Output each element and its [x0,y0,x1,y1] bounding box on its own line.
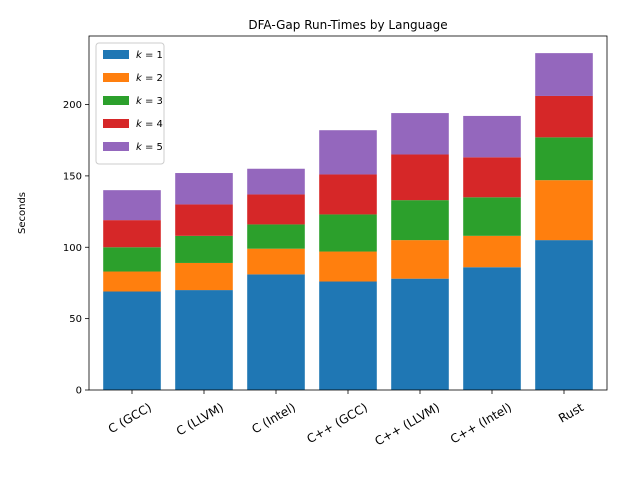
legend-label-k4: k = 4 [136,119,163,130]
x-tick-label: C (GCC) [106,400,154,436]
bar-segment-k1-1 [175,290,233,390]
bar-segment-k1-0 [103,291,161,390]
bar-segment-k4-0 [103,220,161,248]
bar-segment-k3-0 [103,247,161,272]
bars-group [103,53,593,390]
legend-label-k5: k = 5 [136,142,163,153]
y-axis: 0 50 100 150 200 [63,100,89,397]
bar-segment-k4-3 [319,174,377,215]
bar-segment-k2-2 [247,248,305,275]
y-tick-label: 200 [63,100,82,111]
x-tick-label: C++ (Intel) [448,400,514,446]
legend-swatch-k2 [103,73,129,82]
legend: k = 1 k = 2 k = 3 k = 4 k = 5 [95,42,165,165]
bar-segment-k5-0 [103,190,161,221]
bar-segment-k3-4 [391,200,449,241]
x-axis: C (GCC) C (LLVM) C (Intel) C++ (GCC) C++ (LL… [106,390,586,449]
legend-swatch-k1 [103,50,129,59]
bar-segment-k5-5 [463,115,521,158]
y-tick-label: 100 [63,243,82,254]
bar-segment-k5-1 [175,173,233,205]
y-tick-label: 0 [76,386,82,397]
bar-segment-k2-3 [319,251,377,282]
y-tick-label: 150 [63,171,82,182]
bar-segment-k1-4 [391,278,449,390]
bar-segment-k1-6 [535,240,593,390]
bar-segment-k2-1 [175,262,233,291]
bar-segment-k1-3 [319,281,377,390]
bar-segment-k4-1 [175,204,233,236]
bar-segment-k5-3 [319,130,377,175]
bar-segment-k4-4 [391,154,449,201]
x-tick-label: C++ (GCC) [304,400,370,446]
bar-segment-k5-2 [247,168,305,195]
bar-segment-k5-6 [535,53,593,96]
bar-segment-k4-5 [463,157,521,198]
bar-segment-k3-5 [463,197,521,236]
legend-label-k2: k = 2 [136,73,163,84]
bar-segment-k2-4 [391,240,449,279]
bar-segment-k1-5 [463,267,521,390]
bar-segment-k4-6 [535,95,593,138]
bar-segment-k3-3 [319,214,377,252]
legend-label-k1: k = 1 [136,50,163,61]
legend-swatch-k5 [103,142,129,151]
chart-title: DFA-Gap Run-Times by Language [248,18,447,32]
bar-segment-k3-6 [535,137,593,181]
x-tick-label: Rust [556,400,586,425]
bar-segment-k2-5 [463,235,521,268]
x-tick-label: C (LLVM) [174,400,226,438]
bar-segment-k3-2 [247,224,305,249]
bar-segment-k2-6 [535,180,593,241]
x-tick-label: C (Intel) [249,400,298,436]
legend-label-k3: k = 3 [136,96,163,107]
y-axis-label: Seconds [17,192,28,234]
y-tick-label: 50 [69,314,82,325]
bar-segment-k1-2 [247,274,305,390]
x-tick-label: C++ (LLVM) [372,400,442,448]
legend-swatch-k4 [103,119,129,128]
bar-segment-k2-0 [103,271,161,292]
bar-segment-k4-2 [247,194,305,225]
legend-swatch-k3 [103,96,129,105]
bar-segment-k5-4 [391,113,449,155]
bar-segment-k3-1 [175,235,233,263]
